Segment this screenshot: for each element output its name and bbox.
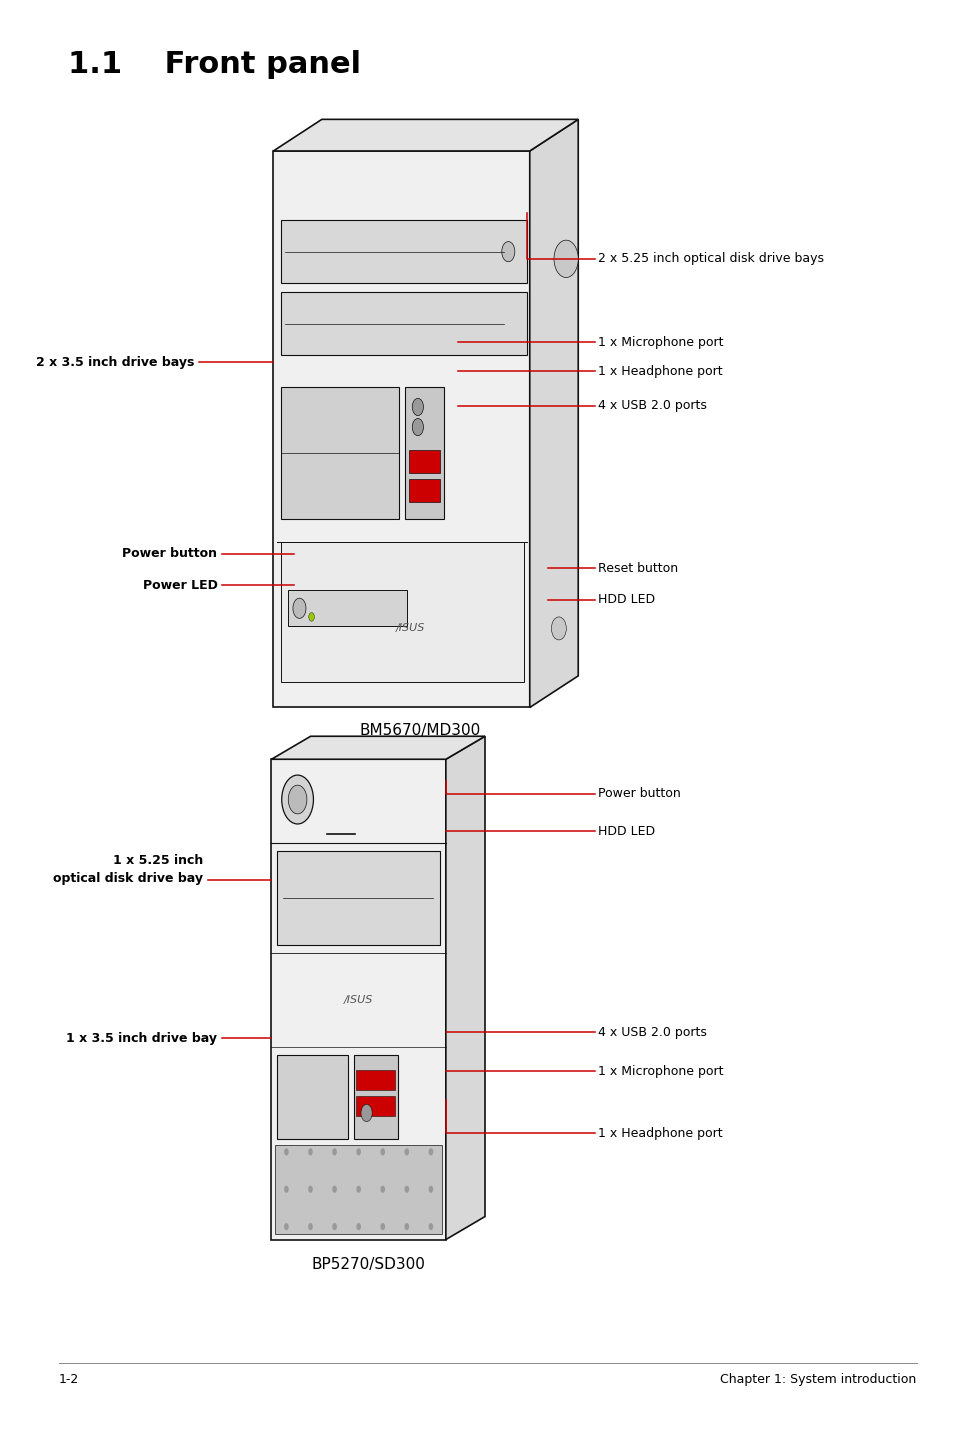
- Circle shape: [332, 1222, 336, 1229]
- Text: /ISUS: /ISUS: [344, 995, 373, 1005]
- Polygon shape: [276, 1055, 348, 1139]
- Polygon shape: [274, 151, 529, 707]
- Circle shape: [380, 1148, 385, 1156]
- Circle shape: [281, 775, 314, 824]
- Bar: [408, 450, 439, 473]
- Bar: [408, 479, 439, 502]
- Text: 2 x 3.5 inch drive bays: 2 x 3.5 inch drive bays: [35, 355, 193, 370]
- Polygon shape: [280, 542, 523, 682]
- Circle shape: [380, 1185, 385, 1194]
- Polygon shape: [288, 590, 406, 627]
- Circle shape: [308, 1148, 313, 1156]
- Circle shape: [284, 1148, 289, 1156]
- Circle shape: [551, 617, 566, 640]
- Circle shape: [428, 1185, 433, 1194]
- Polygon shape: [354, 1055, 397, 1139]
- Circle shape: [332, 1185, 336, 1194]
- Polygon shape: [272, 736, 484, 759]
- Text: BP5270/SD300: BP5270/SD300: [311, 1257, 424, 1271]
- Circle shape: [288, 785, 307, 814]
- Circle shape: [501, 242, 515, 262]
- Circle shape: [284, 1222, 289, 1229]
- Text: /ISUS: /ISUS: [395, 624, 425, 633]
- Circle shape: [356, 1185, 360, 1194]
- Circle shape: [308, 1185, 313, 1194]
- Circle shape: [356, 1148, 360, 1156]
- Text: 1 x 5.25 inch
optical disk drive bay: 1 x 5.25 inch optical disk drive bay: [53, 854, 203, 886]
- Circle shape: [554, 240, 578, 278]
- Polygon shape: [280, 220, 526, 283]
- Text: Power LED: Power LED: [142, 578, 217, 592]
- Bar: [356, 1096, 395, 1116]
- Polygon shape: [280, 387, 398, 519]
- Text: 1 x Headphone port: 1 x Headphone port: [598, 364, 721, 378]
- Text: 1 x Microphone port: 1 x Microphone port: [598, 1064, 722, 1078]
- Circle shape: [332, 1148, 336, 1156]
- Text: 1.1    Front panel: 1.1 Front panel: [69, 50, 361, 79]
- Bar: [356, 1070, 395, 1090]
- Circle shape: [428, 1148, 433, 1156]
- Text: HDD LED: HDD LED: [598, 592, 655, 607]
- Text: Reset button: Reset button: [598, 561, 678, 575]
- Text: Power button: Power button: [122, 546, 217, 561]
- Polygon shape: [404, 387, 443, 519]
- Text: 4 x USB 2.0 ports: 4 x USB 2.0 ports: [598, 1025, 706, 1040]
- Text: 1-2: 1-2: [59, 1373, 79, 1386]
- Text: Power button: Power button: [598, 787, 679, 801]
- Polygon shape: [274, 119, 578, 151]
- Circle shape: [404, 1148, 409, 1156]
- Circle shape: [412, 418, 423, 436]
- Polygon shape: [274, 1145, 441, 1234]
- Circle shape: [293, 598, 306, 618]
- Circle shape: [380, 1222, 385, 1229]
- Circle shape: [404, 1185, 409, 1194]
- Circle shape: [360, 1104, 372, 1122]
- Text: HDD LED: HDD LED: [598, 824, 655, 838]
- Circle shape: [412, 398, 423, 416]
- Circle shape: [404, 1222, 409, 1229]
- Polygon shape: [445, 736, 484, 1240]
- Circle shape: [356, 1222, 360, 1229]
- Text: Chapter 1: System introduction: Chapter 1: System introduction: [720, 1373, 916, 1386]
- Text: 1 x Headphone port: 1 x Headphone port: [598, 1126, 721, 1140]
- Text: BM5670/MD300: BM5670/MD300: [359, 723, 480, 738]
- Circle shape: [309, 613, 314, 621]
- Polygon shape: [529, 119, 578, 707]
- Circle shape: [308, 1222, 313, 1229]
- Text: 1 x Microphone port: 1 x Microphone port: [598, 335, 722, 349]
- Text: 1 x 3.5 inch drive bay: 1 x 3.5 inch drive bay: [67, 1031, 217, 1045]
- Polygon shape: [276, 851, 439, 945]
- Polygon shape: [272, 759, 445, 1240]
- Text: 4 x USB 2.0 ports: 4 x USB 2.0 ports: [598, 398, 706, 413]
- Text: 2 x 5.25 inch optical disk drive bays: 2 x 5.25 inch optical disk drive bays: [598, 252, 823, 266]
- Circle shape: [284, 1185, 289, 1194]
- Circle shape: [428, 1222, 433, 1229]
- Polygon shape: [280, 292, 526, 355]
